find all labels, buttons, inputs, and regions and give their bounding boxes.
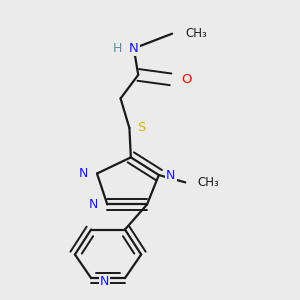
Text: CH₃: CH₃ <box>197 176 219 189</box>
Text: N: N <box>89 198 98 211</box>
Text: N: N <box>100 274 109 287</box>
Text: N: N <box>79 167 88 180</box>
Text: H: H <box>113 42 122 55</box>
Text: N: N <box>129 42 139 55</box>
Text: S: S <box>137 122 145 134</box>
Text: O: O <box>181 73 191 86</box>
Text: N: N <box>166 169 176 182</box>
Text: CH₃: CH₃ <box>185 27 207 40</box>
